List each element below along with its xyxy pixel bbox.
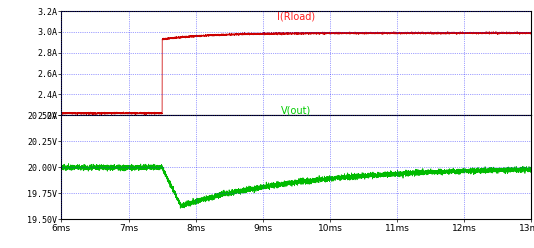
Text: I(Rload): I(Rload) [277, 11, 316, 21]
Text: V(out): V(out) [281, 105, 311, 115]
